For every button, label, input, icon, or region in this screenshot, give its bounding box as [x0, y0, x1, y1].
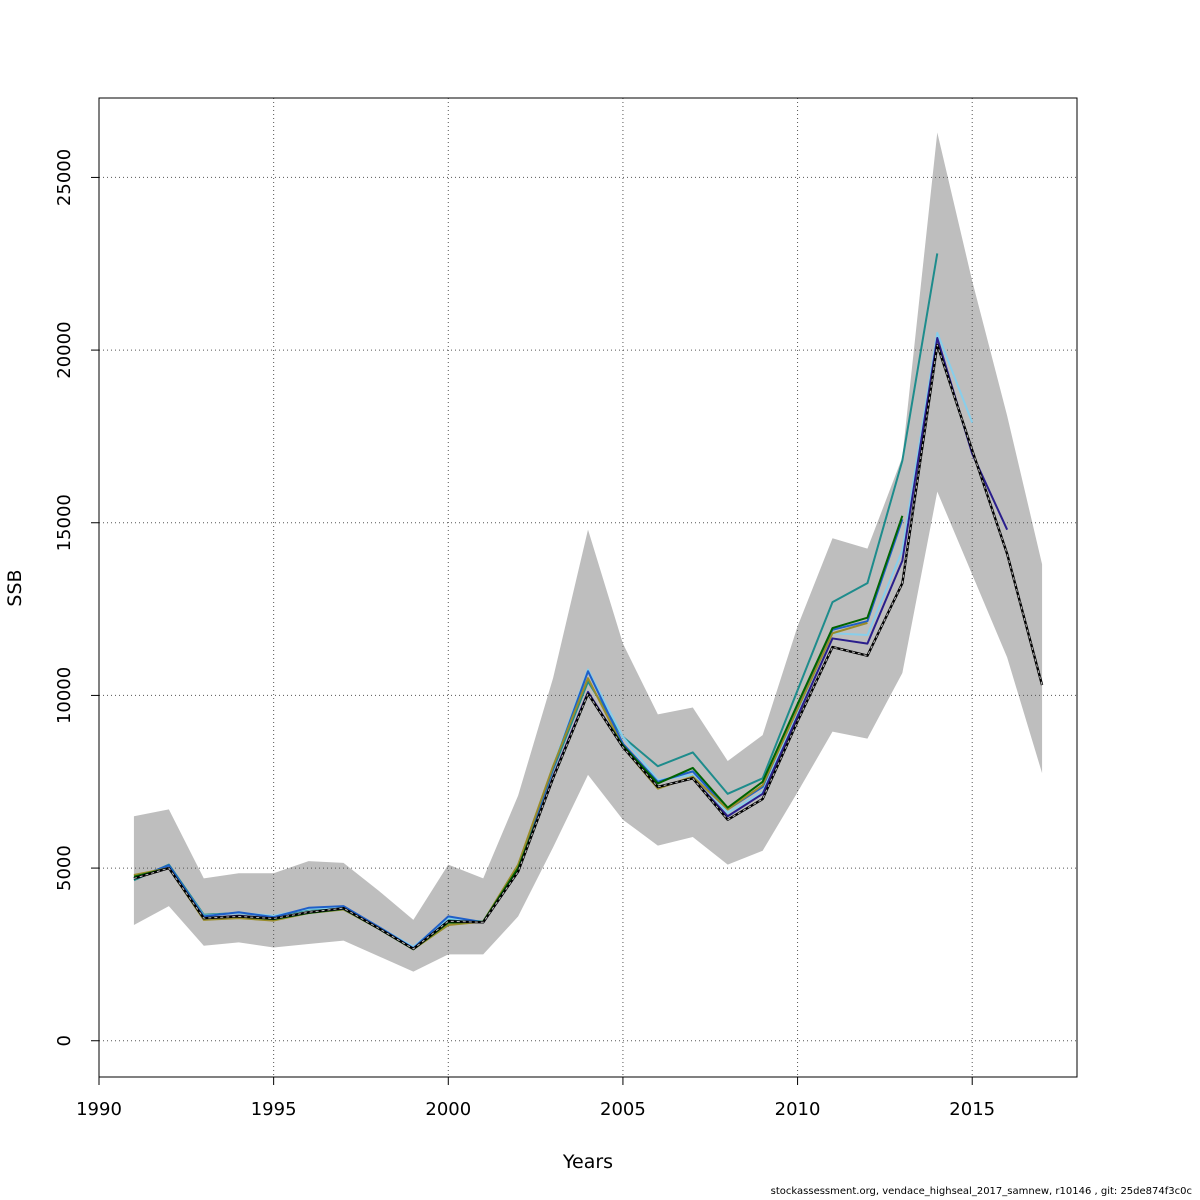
x-tick-label: 1995 — [251, 1099, 297, 1120]
confidence-band — [133, 132, 1043, 972]
x-tick-label: 2000 — [425, 1099, 471, 1120]
y-tick-label: 15000 — [54, 494, 75, 551]
x-tick-label: 1990 — [76, 1099, 122, 1120]
y-tick-label: 25000 — [54, 149, 75, 206]
x-tick-label: 2015 — [949, 1099, 995, 1120]
axis-layer: 1990 1995 2000 2005 2010 2015 0 5000 10000 15000 2… — [54, 149, 995, 1120]
series-line-6 — [133, 343, 1044, 951]
y-axis-title: SSB — [4, 569, 26, 606]
y-tick-label: 0 — [54, 1035, 75, 1046]
confidence-band-layer — [133, 132, 1043, 972]
y-tick-label: 10000 — [54, 667, 75, 724]
x-tick-label: 2005 — [600, 1099, 646, 1120]
series-layer — [133, 253, 1044, 951]
x-axis-title: Years — [562, 1151, 613, 1173]
footer-credit: stockassessment.org, vendace_highseal_20… — [770, 1186, 1192, 1197]
x-tick-label: 2010 — [775, 1099, 821, 1120]
y-tick-label: 20000 — [54, 321, 75, 378]
y-tick-label: 5000 — [54, 845, 75, 891]
